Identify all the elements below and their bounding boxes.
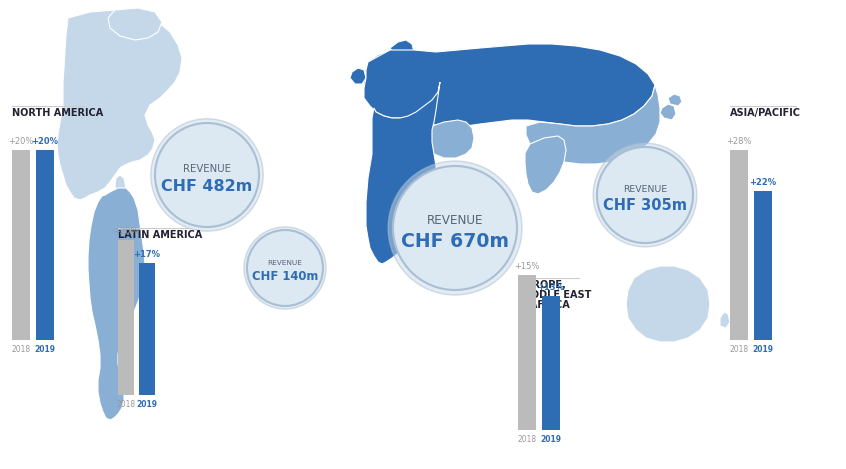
Text: CHF 140m: CHF 140m	[252, 270, 318, 283]
Polygon shape	[366, 82, 440, 264]
Polygon shape	[525, 136, 566, 194]
Polygon shape	[626, 266, 710, 342]
Bar	[518, 275, 536, 430]
Text: 2018: 2018	[729, 345, 749, 354]
Circle shape	[393, 166, 517, 290]
Polygon shape	[115, 175, 126, 200]
Circle shape	[247, 230, 323, 306]
Text: REVENUE: REVENUE	[183, 164, 231, 174]
Circle shape	[151, 119, 263, 231]
Circle shape	[597, 147, 693, 243]
Polygon shape	[108, 8, 162, 40]
Text: +20%: +20%	[8, 137, 34, 146]
Polygon shape	[364, 48, 440, 118]
Text: 2018: 2018	[518, 435, 536, 444]
Polygon shape	[88, 188, 145, 420]
Text: CHF 482m: CHF 482m	[162, 179, 253, 194]
Text: LATIN AMERICA: LATIN AMERICA	[118, 230, 202, 240]
Text: 2019: 2019	[752, 345, 773, 354]
Text: NORTH AMERICA: NORTH AMERICA	[12, 108, 103, 118]
Polygon shape	[526, 85, 660, 164]
Polygon shape	[720, 312, 730, 328]
Bar	[754, 191, 772, 340]
Text: 2019: 2019	[541, 435, 562, 444]
Polygon shape	[364, 44, 655, 128]
Text: +15%: +15%	[514, 262, 540, 271]
Text: 2018: 2018	[12, 345, 30, 354]
Polygon shape	[668, 94, 682, 106]
Text: & AFRICA: & AFRICA	[518, 300, 569, 310]
Text: 2018: 2018	[117, 400, 135, 409]
Circle shape	[388, 161, 522, 295]
Text: EUROPE,: EUROPE,	[518, 280, 566, 290]
Circle shape	[593, 143, 697, 247]
Text: 2019: 2019	[136, 400, 157, 409]
Text: ASIA/PACIFIC: ASIA/PACIFIC	[730, 108, 801, 118]
Text: +28%: +28%	[726, 137, 752, 146]
Text: +17%: +17%	[134, 250, 161, 259]
Text: +22%: +22%	[750, 178, 777, 187]
Text: +20%: +20%	[113, 227, 139, 236]
Bar	[36, 150, 54, 340]
Polygon shape	[350, 68, 366, 84]
Text: MIDDLE EAST: MIDDLE EAST	[518, 290, 591, 300]
Polygon shape	[426, 120, 474, 158]
Text: REVENUE: REVENUE	[267, 260, 302, 266]
Circle shape	[244, 227, 326, 309]
Circle shape	[155, 123, 259, 227]
Polygon shape	[646, 178, 668, 198]
Polygon shape	[628, 156, 668, 184]
Bar	[139, 263, 155, 395]
Bar	[730, 150, 748, 340]
Text: REVENUE: REVENUE	[426, 214, 483, 227]
Text: +13%: +13%	[537, 283, 564, 292]
Text: REVENUE: REVENUE	[623, 185, 667, 194]
Bar	[118, 240, 134, 395]
Bar	[542, 295, 560, 430]
Polygon shape	[390, 40, 414, 56]
Polygon shape	[57, 10, 182, 200]
Polygon shape	[660, 104, 676, 120]
Text: CHF 670m: CHF 670m	[401, 232, 509, 251]
Bar	[12, 150, 30, 340]
Text: 2019: 2019	[35, 345, 56, 354]
Text: CHF 305m: CHF 305m	[603, 198, 687, 213]
Text: +20%: +20%	[31, 137, 58, 146]
